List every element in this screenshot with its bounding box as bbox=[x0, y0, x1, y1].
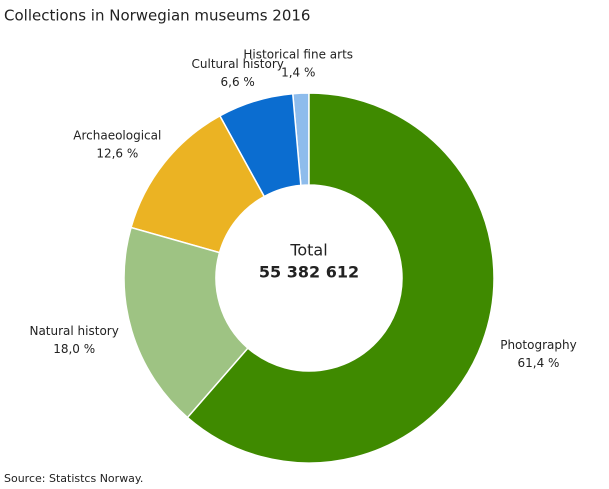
chart-title: Collections in Norwegian museums 2016 bbox=[4, 7, 310, 25]
source: Source: Statistcs Norway. bbox=[4, 472, 143, 485]
slice-label: Cultural history bbox=[192, 57, 284, 71]
slice-value-label: 61,4 % bbox=[517, 356, 559, 370]
slice-value-label: 18,0 % bbox=[53, 342, 95, 356]
slice-label: Historical fine arts bbox=[243, 48, 353, 62]
slice-value-label: 6,6 % bbox=[221, 75, 255, 89]
slice-value-label: 1,4 % bbox=[281, 66, 315, 80]
slice-label: Archaeological bbox=[73, 129, 161, 143]
slice-label: Photography bbox=[500, 338, 576, 352]
center-title: Total bbox=[289, 241, 327, 260]
slice bbox=[123, 226, 249, 419]
slice bbox=[186, 92, 495, 464]
slice bbox=[130, 114, 266, 254]
slice-value-label: 12,6 % bbox=[96, 147, 138, 161]
slice-label: Natural history bbox=[29, 324, 118, 338]
center-value: 55 382 612 bbox=[259, 263, 359, 282]
slice bbox=[218, 92, 302, 198]
